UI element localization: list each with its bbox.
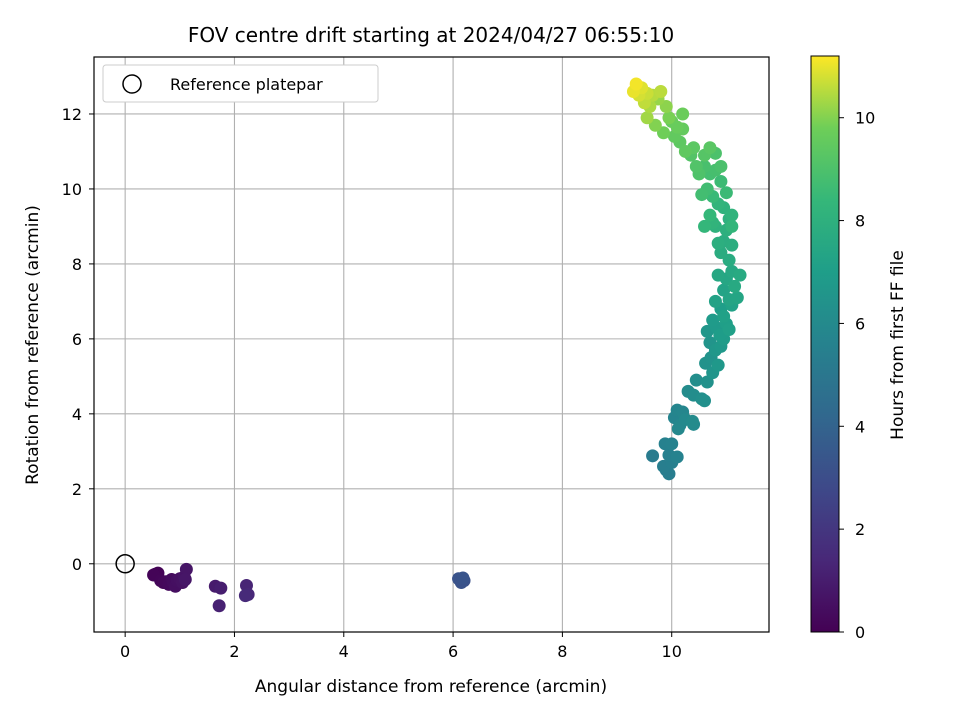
reference-platepar-marker [115,554,135,574]
scatter-point [456,571,470,585]
x-tick-label: 0 [120,642,130,661]
chart-title: FOV centre drift starting at 2024/04/27 … [188,23,674,47]
reference-legend-marker [122,74,142,94]
scatter-point [179,562,193,576]
colorbar-tick-label: 6 [855,314,865,333]
scatter-point [703,208,717,222]
scatter-point [678,144,692,158]
scatter-point [711,358,725,372]
scatter-point [698,394,712,408]
scatter-point [629,77,643,91]
y-tick-label: 12 [62,105,82,124]
y-tick-label: 8 [72,255,82,274]
scatter-point [657,126,671,140]
scatter-point [717,283,731,297]
y-tick-label: 6 [72,330,82,349]
scatter-point [214,581,228,595]
y-axis-label: Rotation from reference (arcmin) [23,205,43,485]
x-axis-label: Angular distance from reference (arcmin) [255,677,607,697]
scatter-point [654,84,668,98]
y-tick-label: 10 [62,180,82,199]
scatter-point [695,188,709,202]
scatter-point [670,120,684,134]
x-axis-ticks: 0 2 4 6 8 10 [120,632,682,661]
scatter-point [238,589,252,603]
y-tick-label: 4 [72,405,82,424]
scatter-point [662,111,676,125]
legend-box [102,64,379,103]
scatter-point [676,107,690,121]
scatter-point [722,253,736,267]
y-axis-ticks: 0 2 4 6 8 10 12 [62,105,94,574]
scatter-point [665,437,679,451]
scatter-point [725,219,739,233]
scatter-point [711,236,725,250]
scatter-point [670,450,684,464]
scatter-point [714,174,728,188]
scatter-point [700,375,714,389]
scatter-point [728,279,742,293]
scatter-point [685,414,699,428]
scatter-point [719,186,733,200]
scatter-point [648,118,662,132]
scatter-point [706,313,720,327]
scatter-point [722,323,736,337]
scatter-point [671,422,685,436]
scatter-point [708,294,722,308]
scatter-point [733,268,747,282]
scatter-point [725,238,739,252]
scatter-point [659,99,673,113]
colorbar-tick-label: 0 [855,623,865,642]
y-tick-label: 2 [72,480,82,499]
scatter-point [689,159,703,173]
legend: Reference platepar [102,64,379,103]
colorbar: 0 2 4 6 8 10 Hours from first FF file [810,55,908,642]
scatter-point [703,141,717,155]
data-points [147,77,747,613]
x-tick-label: 8 [557,642,567,661]
plot-frame [93,56,770,633]
y-tick-label: 0 [72,555,82,574]
scatter-point [717,309,731,323]
scatter-point [714,159,728,173]
colorbar-tick-label: 2 [855,520,865,539]
x-tick-label: 2 [229,642,239,661]
legend-label: Reference platepar [170,75,323,94]
scatter-point [730,291,744,305]
scatter-point [646,449,660,463]
scatter-point [640,111,654,125]
scatter-point [689,373,703,387]
colorbar-tick-label: 4 [855,417,865,436]
scatter-point [212,599,226,613]
scatter-point [698,219,712,233]
colorbar-tick-label: 8 [855,212,865,231]
scatter-point [725,208,739,222]
colorbar-ticks: 0 2 4 6 8 10 [839,109,875,642]
x-tick-label: 10 [662,642,682,661]
colorbar-label: Hours from first FF file [888,250,908,440]
scatter-point [711,268,725,282]
x-tick-label: 4 [339,642,349,661]
colorbar-gradient [810,55,840,633]
gridlines [94,57,769,632]
x-tick-label: 6 [448,642,458,661]
colorbar-tick-label: 10 [855,109,875,128]
scatter-point [178,573,192,587]
